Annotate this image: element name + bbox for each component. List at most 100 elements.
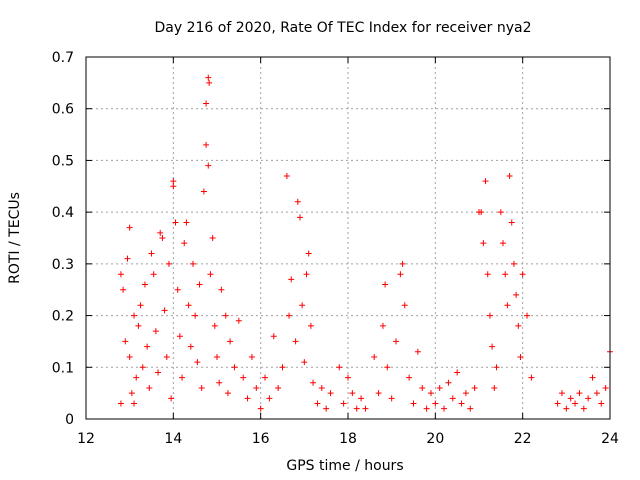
tick-layer: 12 14 16 18 20 22 24 0 0.1 0.2 0.3 0.4 0.5 0.6 0.7 xyxy=(52,50,619,447)
data-point xyxy=(211,322,218,329)
data-points xyxy=(117,74,613,412)
data-point xyxy=(384,364,391,371)
data-point xyxy=(399,260,406,267)
x-tick-label: 22 xyxy=(514,431,532,447)
data-point xyxy=(580,405,587,412)
y-tick-label: 0.7 xyxy=(52,50,74,66)
data-point xyxy=(257,405,264,412)
data-point xyxy=(126,224,133,231)
data-point xyxy=(484,271,491,278)
data-point xyxy=(144,343,151,350)
data-point xyxy=(231,364,238,371)
data-point xyxy=(327,390,334,397)
data-point xyxy=(189,260,196,267)
data-point xyxy=(133,374,140,381)
data-point xyxy=(467,405,474,412)
data-point xyxy=(598,400,605,407)
data-point xyxy=(340,400,347,407)
data-point xyxy=(602,384,609,391)
data-point xyxy=(458,400,465,407)
data-point xyxy=(198,384,205,391)
data-point xyxy=(379,322,386,329)
data-point xyxy=(513,291,520,298)
grid-layer xyxy=(86,57,610,419)
data-point xyxy=(172,219,179,226)
data-point xyxy=(170,183,177,190)
data-point xyxy=(375,390,382,397)
data-point xyxy=(480,240,487,247)
data-point xyxy=(419,384,426,391)
data-point xyxy=(176,333,183,340)
data-point xyxy=(196,281,203,288)
data-point xyxy=(126,353,133,360)
data-point xyxy=(410,400,417,407)
data-point xyxy=(194,359,201,366)
data-point xyxy=(318,384,325,391)
data-point xyxy=(510,260,517,267)
data-point xyxy=(122,338,129,345)
data-point xyxy=(292,338,299,345)
data-point xyxy=(206,79,213,86)
data-point xyxy=(497,209,504,216)
data-point xyxy=(445,379,452,386)
data-point xyxy=(224,390,231,397)
data-point xyxy=(519,271,526,278)
data-point xyxy=(168,395,175,402)
data-point xyxy=(218,286,225,293)
data-point xyxy=(244,395,251,402)
data-point xyxy=(336,364,343,371)
data-point xyxy=(478,209,485,216)
data-point xyxy=(120,286,127,293)
data-point xyxy=(174,286,181,293)
data-point xyxy=(423,405,430,412)
data-point xyxy=(349,390,356,397)
y-tick-label: 0.5 xyxy=(52,153,74,169)
data-point xyxy=(296,214,303,221)
data-point xyxy=(124,255,131,262)
data-point xyxy=(117,400,124,407)
data-point xyxy=(131,312,138,319)
data-point xyxy=(305,250,312,257)
y-tick-label: 0 xyxy=(65,412,74,428)
chart-title: Day 216 of 2020, Rate Of TEC Index for r… xyxy=(154,20,531,36)
data-point xyxy=(214,353,220,360)
data-point xyxy=(181,240,188,247)
data-point xyxy=(310,379,317,386)
data-point xyxy=(270,333,277,340)
data-point xyxy=(286,312,293,319)
y-tick-label: 0.1 xyxy=(52,360,74,376)
data-point xyxy=(227,338,234,345)
data-point xyxy=(303,271,310,278)
data-point xyxy=(170,178,177,185)
y-axis-label: ROTI / TECUs xyxy=(7,192,23,284)
data-point xyxy=(567,395,574,402)
data-point xyxy=(200,188,207,195)
data-point xyxy=(152,328,159,335)
data-point xyxy=(436,384,443,391)
data-point xyxy=(185,302,192,309)
data-point xyxy=(432,400,439,407)
data-point xyxy=(240,374,247,381)
data-point xyxy=(159,235,166,241)
data-point xyxy=(205,162,212,169)
data-point xyxy=(528,374,535,381)
data-point xyxy=(482,178,489,185)
data-point xyxy=(294,198,301,205)
data-point xyxy=(401,302,408,309)
data-point xyxy=(441,405,448,412)
data-point xyxy=(489,343,496,350)
data-point xyxy=(307,322,314,329)
data-point xyxy=(493,364,500,371)
data-point xyxy=(454,369,461,376)
data-point xyxy=(382,281,389,288)
data-point xyxy=(462,390,469,397)
data-point xyxy=(414,348,421,355)
data-point xyxy=(558,390,565,397)
data-point xyxy=(353,405,360,412)
y-tick-label: 0.3 xyxy=(52,257,74,273)
data-point xyxy=(235,317,242,324)
data-point xyxy=(222,312,229,319)
data-point xyxy=(279,364,286,371)
data-point xyxy=(371,353,378,360)
